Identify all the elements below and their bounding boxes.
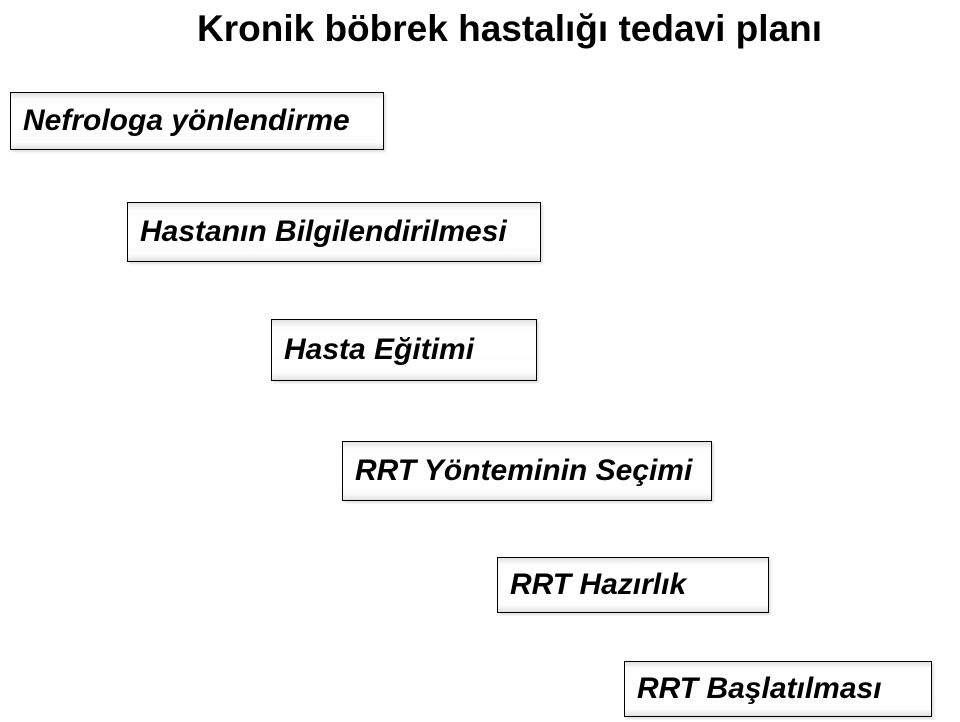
step-box-yontem: RRT Yönteminin Seçimi — [342, 441, 712, 501]
diagram-title: Kronik böbrek hastalığı tedavi planı — [197, 8, 822, 50]
step-label: Hasta Eğitimi — [284, 333, 474, 367]
step-label: Hastanın Bilgilendirilmesi — [140, 215, 507, 249]
step-label: RRT Hazırlık — [510, 568, 686, 602]
step-label: RRT Başlatılması — [637, 672, 882, 706]
step-box-bilgilendirme: Hastanın Bilgilendirilmesi — [127, 202, 541, 262]
step-label: Nefrologa yönlendirme — [23, 104, 350, 138]
step-box-egitim: Hasta Eğitimi — [271, 319, 537, 381]
step-box-nefrologa: Nefrologa yönlendirme — [10, 92, 384, 150]
step-box-baslatilmasi: RRT Başlatılması — [624, 661, 932, 717]
step-label: RRT Yönteminin Seçimi — [355, 454, 692, 488]
step-box-hazirlik: RRT Hazırlık — [497, 557, 769, 613]
